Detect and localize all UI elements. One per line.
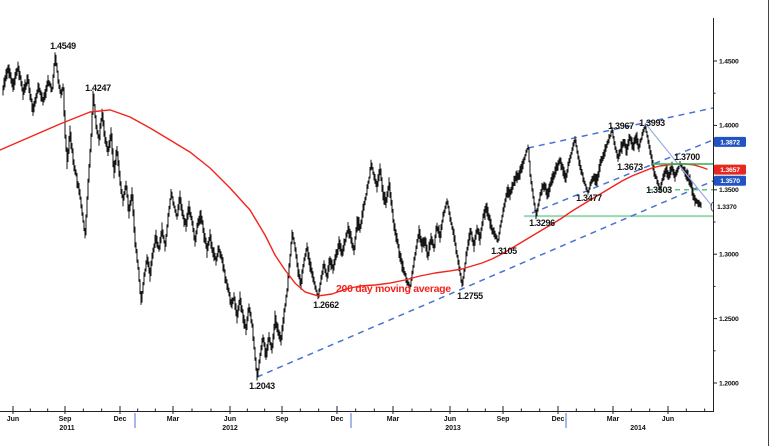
- axes: 1.4500 1.4000 1.3500 1.3000 1.2500 1.2000 Jun S…: [0, 18, 739, 432]
- price-series: [2, 52, 702, 381]
- dashed-trendline: [256, 180, 714, 378]
- price-annotation: 1.3967: [608, 121, 634, 131]
- svg-text:1.3872: 1.3872: [720, 139, 740, 146]
- price-annotation: 1.3477: [576, 193, 602, 203]
- svg-text:1.3570: 1.3570: [720, 178, 740, 185]
- y-tick-label: 1.3500: [719, 187, 739, 194]
- x-month-label: Mar: [387, 416, 400, 423]
- x-year-label: 2013: [445, 425, 461, 432]
- price-annotation: 1.3296: [529, 218, 555, 228]
- price-annotation: 1.3993: [639, 118, 665, 128]
- resistance-level-lines: [648, 163, 714, 191]
- price-annotation: 1.3700: [674, 152, 700, 162]
- y-tick-label: 1.2000: [719, 380, 739, 387]
- x-month-label: Jun: [662, 416, 674, 423]
- price-annotation: 1.3105: [491, 246, 517, 256]
- x-month-label: Mar: [607, 416, 620, 423]
- x-month-label: Sep: [59, 416, 72, 423]
- moving-average-line: [0, 109, 708, 297]
- y-tick-label: 1.4500: [719, 58, 739, 65]
- price-badge: 1.3872: [714, 136, 746, 147]
- x-month-label: Sep: [276, 416, 289, 423]
- price-annotation: 1.3503: [646, 185, 672, 195]
- last-price-label: 1.3370: [717, 204, 737, 211]
- moving-average-path: [0, 109, 708, 297]
- x-year-label: 2014: [630, 425, 646, 432]
- dashed-trendline: [527, 107, 714, 149]
- x-month-label: Mar: [167, 416, 180, 423]
- x-month-label: Dec: [114, 416, 127, 423]
- price-annotation: 1.4247: [85, 83, 111, 93]
- axis-price-badges: 1.3872 1.3657 1.3570 (1.3370: [710, 136, 746, 213]
- last-price-bracket: (: [710, 202, 714, 213]
- price-line: [2, 52, 702, 381]
- y-tick-label: 1.4000: [719, 123, 739, 130]
- price-annotation: 1.2662: [313, 300, 339, 310]
- x-month-label: Sep: [497, 416, 510, 423]
- x-year-label: 2012: [222, 425, 238, 432]
- price-badge: 1.3570: [714, 175, 746, 186]
- ma-label: 200 day moving average: [336, 283, 451, 295]
- x-month-label: Dec: [331, 416, 344, 423]
- blue-trendlines: [256, 107, 714, 378]
- price-annotation: 1.4549: [50, 41, 76, 51]
- y-tick-label: 1.2500: [719, 316, 739, 323]
- price-annotations: 200 day moving average 1.4549 1.4247 1.204…: [50, 41, 700, 391]
- svg-text:1.3657: 1.3657: [720, 167, 740, 174]
- price-annotation: 1.2043: [249, 381, 275, 391]
- x-month-label: Jun: [7, 416, 19, 423]
- price-badge: 1.3657: [714, 164, 746, 175]
- x-month-label: Jun: [224, 416, 236, 423]
- x-month-label: Jun: [444, 416, 456, 423]
- price-annotation: 1.2755: [457, 291, 483, 301]
- y-tick-label: 1.3000: [719, 252, 739, 259]
- x-month-label: Dec: [552, 416, 565, 423]
- price-annotation: 1.3673: [617, 162, 643, 172]
- x-year-label: 2011: [59, 425, 74, 432]
